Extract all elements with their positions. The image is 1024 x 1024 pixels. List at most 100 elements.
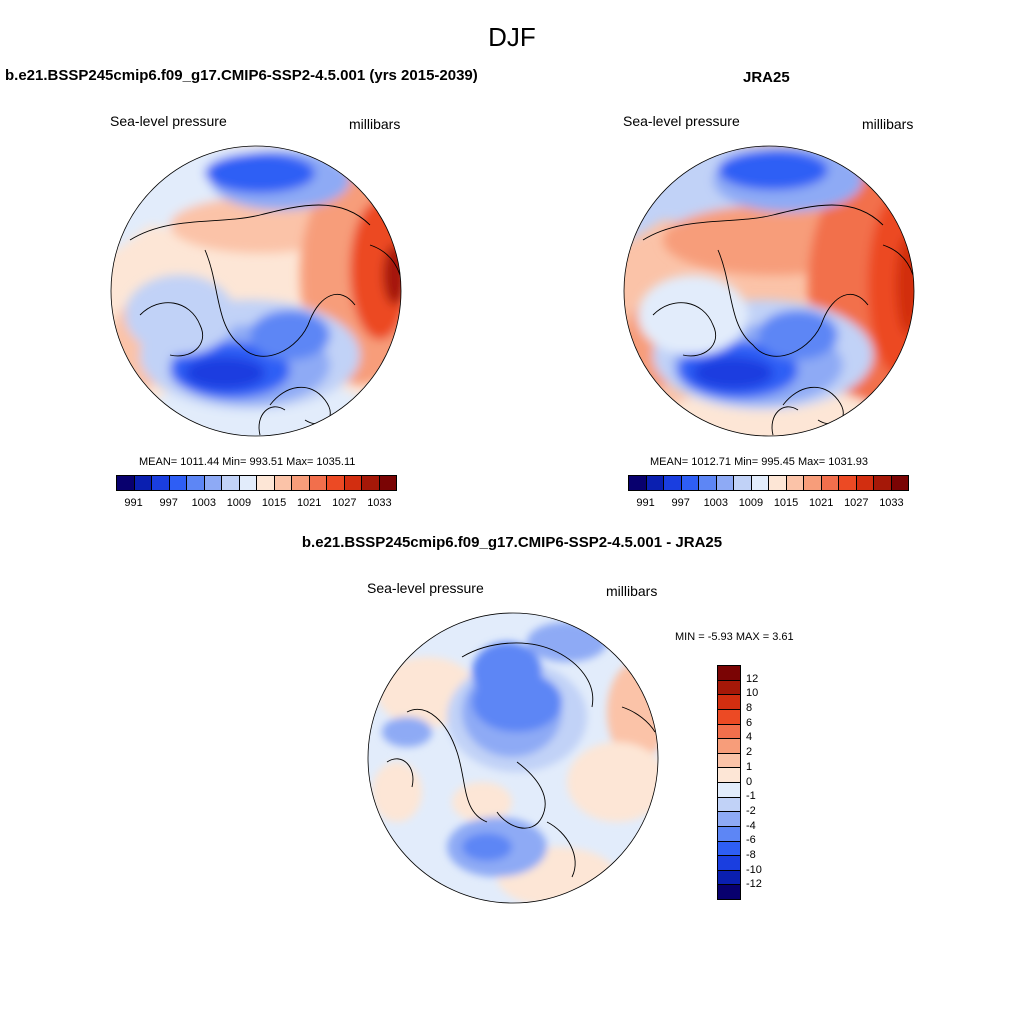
colorbar-swatch	[718, 825, 740, 841]
colorbar-swatch	[664, 476, 682, 490]
obs-panel-title: JRA25	[743, 69, 790, 86]
diff-stats: MIN = -5.93 MAX = 3.61	[675, 631, 794, 643]
colorbar-swatch	[718, 708, 740, 724]
colorbar-swatch	[169, 476, 187, 490]
colorbar-swatch	[856, 476, 874, 490]
model-stats: MEAN= 1011.44 Min= 993.51 Max= 1035.11	[139, 456, 356, 468]
colorbar-tick-label: 0	[746, 775, 753, 788]
diff-variable-label: Sea-level pressure	[367, 580, 484, 596]
colorbar-swatch	[718, 869, 740, 885]
colorbar-tick-label: 1	[746, 760, 753, 773]
colorbar-tick-label: 10	[746, 687, 759, 700]
obs-colorbar	[628, 475, 909, 491]
colorbar-swatch	[344, 476, 362, 490]
obs-variable-label: Sea-level pressure	[623, 113, 740, 129]
colorbar-swatch	[718, 796, 740, 812]
colorbar-swatch	[718, 782, 740, 797]
model-variable-label: Sea-level pressure	[110, 113, 227, 129]
colorbar-tick-label: -6	[746, 834, 756, 847]
colorbar-swatch	[821, 476, 839, 490]
colorbar-tick-label: 991	[124, 497, 143, 509]
colorbar-swatch	[751, 476, 769, 490]
model-panel-title: b.e21.BSSP245cmip6.f09_g17.CMIP6-SSP2-4.…	[5, 67, 478, 84]
colorbar-swatch	[839, 476, 857, 490]
colorbar-tick-label: 997	[159, 497, 178, 509]
colorbar-swatch	[718, 666, 740, 680]
obs-slp-polar-map	[623, 145, 915, 437]
colorbar-swatch	[222, 476, 240, 490]
colorbar-swatch	[718, 811, 740, 826]
colorbar-swatch	[187, 476, 205, 490]
colorbar-tick-label: 991	[636, 497, 655, 509]
model-colorbar	[116, 475, 397, 491]
colorbar-tick-label: 1009	[226, 497, 252, 509]
colorbar-tick-label: 8	[746, 702, 753, 715]
colorbar-tick-label: 1009	[738, 497, 764, 509]
colorbar-tick-label: 1003	[191, 497, 217, 509]
colorbar-swatch	[891, 476, 908, 490]
colorbar-tick-label: 1027	[332, 497, 357, 509]
colorbar-swatch	[718, 855, 740, 870]
model-slp-polar-map	[110, 145, 402, 437]
colorbar-tick-label: 4	[746, 731, 753, 744]
colorbar-tick-label: -8	[746, 848, 756, 861]
colorbar-swatch	[718, 840, 740, 856]
colorbar-swatch	[681, 476, 699, 490]
colorbar-swatch	[239, 476, 257, 490]
colorbar-swatch	[152, 476, 170, 490]
colorbar-swatch	[718, 679, 740, 695]
diff-panel-title: b.e21.BSSP245cmip6.f09_g17.CMIP6-SSP2-4.…	[301, 534, 723, 551]
colorbar-tick-label: 12	[746, 672, 759, 685]
colorbar-tick-label: 997	[671, 497, 690, 509]
colorbar-swatch	[362, 476, 380, 490]
colorbar-tick-label: 6	[746, 716, 753, 729]
colorbar-swatch	[786, 476, 804, 490]
colorbar-swatch	[718, 884, 740, 899]
colorbar-swatch	[716, 476, 734, 490]
colorbar-swatch	[292, 476, 310, 490]
colorbar-swatch	[117, 476, 135, 490]
colorbar-swatch	[874, 476, 892, 490]
colorbar-tick-label: 2	[746, 746, 753, 759]
colorbar-tick-label: -10	[746, 863, 762, 876]
colorbar-swatch	[327, 476, 345, 490]
obs-stats: MEAN= 1012.71 Min= 995.45 Max= 1031.93	[650, 456, 869, 468]
colorbar-swatch	[309, 476, 327, 490]
model-units-label: millibars	[349, 116, 401, 132]
colorbar-swatch	[646, 476, 664, 490]
colorbar-tick-label: -2	[746, 804, 756, 817]
colorbar-swatch	[274, 476, 292, 490]
colorbar-swatch	[769, 476, 787, 490]
diff-units-label: millibars	[606, 583, 658, 599]
colorbar-swatch	[134, 476, 152, 490]
colorbar-swatch	[718, 752, 740, 768]
season-title: DJF	[488, 22, 536, 52]
colorbar-tick-label: -4	[746, 819, 756, 832]
obs-colorbar-ticks: 991 997 1003 1009 1015 1021 1027 1033	[628, 497, 909, 511]
colorbar-swatch	[718, 694, 740, 709]
colorbar-tick-label: 1015	[773, 497, 799, 509]
colorbar-tick-label: 1021	[808, 497, 834, 509]
diff-colorbar-ticks: -12 -10 -8 -6 -4 -2 -1 0 1 2 4 6 8 10 12	[746, 665, 786, 900]
colorbar-swatch	[734, 476, 752, 490]
colorbar-tick-label: 1003	[703, 497, 729, 509]
colorbar-tick-label: 1015	[261, 497, 287, 509]
diff-colorbar	[717, 665, 741, 900]
colorbar-swatch	[718, 723, 740, 739]
colorbar-tick-label: 1027	[844, 497, 869, 509]
colorbar-swatch	[718, 738, 740, 753]
colorbar-swatch	[804, 476, 822, 490]
colorbar-tick-label: -1	[746, 790, 756, 803]
colorbar-tick-label: 1033	[367, 497, 392, 509]
obs-units-label: millibars	[862, 116, 914, 132]
colorbar-swatch	[204, 476, 222, 490]
colorbar-swatch	[379, 476, 396, 490]
diff-slp-polar-map	[367, 612, 659, 904]
colorbar-tick-label: 1033	[879, 497, 904, 509]
colorbar-swatch	[257, 476, 275, 490]
colorbar-tick-label: 1021	[296, 497, 322, 509]
model-colorbar-ticks: 991 997 1003 1009 1015 1021 1027 1033	[116, 497, 397, 511]
colorbar-swatch	[699, 476, 717, 490]
colorbar-swatch	[629, 476, 647, 490]
colorbar-tick-label: -12	[746, 878, 762, 891]
